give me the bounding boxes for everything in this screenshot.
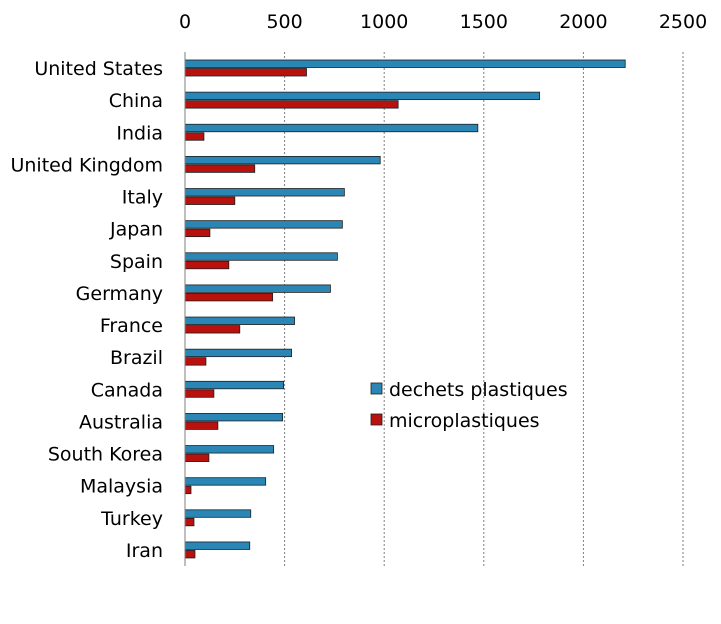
legend: dechets plastiques microplastiques [370,379,568,432]
category-label: Spain [110,251,163,273]
category-label: France [100,315,163,337]
bar-dechets-plastiques [184,541,251,550]
bar-microplastiques [184,421,219,430]
bar-dechets-plastiques [184,220,343,229]
bar-dechets-plastiques [184,445,275,454]
bar-microplastiques [184,132,205,141]
bar-dechets-plastiques [184,380,285,390]
x-tick-label: 0 [179,11,191,33]
bar-dechets-plastiques [184,316,295,325]
category-label: Turkey [100,508,163,530]
bar-microplastiques [184,228,211,238]
category-label: Germany [76,283,163,305]
bar-dechets-plastiques [184,509,252,518]
category-label: Japan [109,219,163,241]
x-tick-label: 2000 [559,11,607,33]
bars [184,59,626,559]
bar-microplastiques [184,550,196,559]
category-label: South Korea [48,444,163,466]
bar-dechets-plastiques [184,188,345,197]
category-label: Italy [122,187,163,209]
bar-microplastiques [184,100,399,109]
legend-swatch [370,382,383,395]
bar-microplastiques [184,196,236,205]
gridlines [284,52,684,566]
bar-microplastiques [184,357,207,366]
category-label: India [116,122,163,144]
bar-microplastiques [184,68,307,77]
bar-dechets-plastiques [184,477,267,486]
bar-microplastiques [184,164,256,173]
bar-microplastiques [184,389,215,398]
category-label: Malaysia [80,476,163,498]
bar-dechets-plastiques [184,155,381,165]
category-label: Australia [79,411,163,433]
category-label: Iran [126,540,163,562]
bar-microplastiques [184,293,274,302]
bar-dechets-plastiques [184,91,540,101]
legend-label: dechets plastiques [389,379,568,401]
bar-microplastiques [184,517,195,527]
bar-microplastiques [184,325,241,334]
bar-dechets-plastiques [184,413,284,422]
category-label: Canada [91,379,163,401]
category-label: China [109,90,163,112]
x-tick-label: 1500 [460,11,508,33]
category-label: United Kingdom [10,154,163,176]
bar-dechets-plastiques [184,348,292,358]
x-tick-label: 1000 [360,11,408,33]
x-axis-tick-labels: 0 500 1000 1500 2000 2500 [179,11,707,33]
bar-microplastiques [184,485,192,495]
category-labels: United States China India United Kingdom Ita… [10,58,163,562]
bar-dechets-plastiques [184,123,479,133]
x-tick-label: 2500 [659,11,707,33]
x-tick-label: 500 [266,11,302,33]
category-label: United States [34,58,163,80]
bar-dechets-plastiques [184,252,338,261]
category-label: Brazil [110,347,163,369]
legend-label: microplastiques [389,410,540,432]
bar-microplastiques [184,453,210,462]
bar-microplastiques [184,260,230,270]
bar-dechets-plastiques [184,284,331,293]
bar-dechets-plastiques [184,59,626,68]
legend-swatch [370,413,383,426]
